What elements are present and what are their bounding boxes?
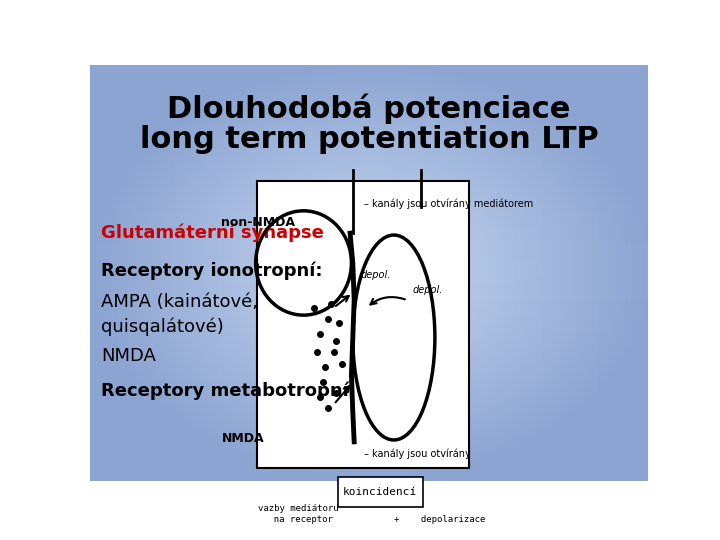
- Text: vazby mediátoru
  na receptor: vazby mediátoru na receptor: [258, 504, 338, 524]
- Text: depol.: depol.: [361, 270, 392, 280]
- FancyBboxPatch shape: [258, 181, 469, 468]
- Text: koincidencí: koincidencí: [343, 487, 418, 497]
- Text: non-NMDA: non-NMDA: [222, 215, 295, 229]
- Text: quisqalátové): quisqalátové): [101, 318, 224, 336]
- Text: – kanály jsou otvírány: – kanály jsou otvírány: [364, 448, 470, 459]
- Text: Glutamáterní synapse: Glutamáterní synapse: [101, 224, 324, 242]
- Text: Dlouhodobá potenciace: Dlouhodobá potenciace: [167, 93, 571, 124]
- Text: – kanály jsou otvírány mediátorem: – kanály jsou otvírány mediátorem: [364, 199, 533, 209]
- Text: +    depolarizace: + depolarizace: [394, 515, 485, 524]
- FancyBboxPatch shape: [338, 477, 423, 507]
- Text: NMDA: NMDA: [101, 347, 156, 365]
- Text: NMDA: NMDA: [222, 432, 264, 445]
- Text: long term potentiation LTP: long term potentiation LTP: [140, 125, 598, 154]
- Text: Receptory ionotropní:: Receptory ionotropní:: [101, 261, 323, 280]
- Text: AMPA (kainátové,: AMPA (kainátové,: [101, 293, 258, 311]
- Text: Receptory metabotropní: Receptory metabotropní: [101, 382, 349, 401]
- Text: depol.: depol.: [413, 285, 444, 295]
